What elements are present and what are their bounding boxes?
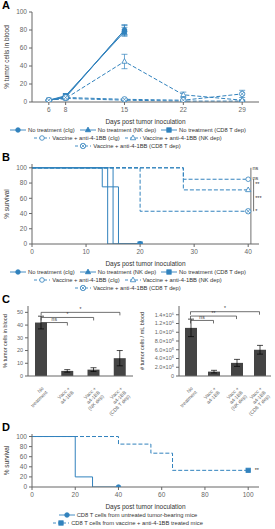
svg-text:6: 6 xyxy=(47,106,51,113)
svg-text:30: 30 xyxy=(17,335,23,341)
html-text:No treatment (CD8 T dep): No treatment (CD8 T dep) xyxy=(179,127,246,133)
svg-text:1.2×10⁶: 1.2×10⁶ xyxy=(155,320,174,326)
svg-text:0: 0 xyxy=(23,240,27,247)
svg-text:0: 0 xyxy=(30,491,34,498)
svg-text:80: 80 xyxy=(20,443,28,450)
html-text:Vaccine + anti-4-1BB (NK dep): Vaccine + anti-4-1BB (NK dep) xyxy=(142,277,222,283)
svg-text:4.0×10⁵: 4.0×10⁵ xyxy=(155,355,174,361)
svg-text:*: * xyxy=(255,208,258,214)
svg-text:10: 10 xyxy=(82,248,90,255)
svg-text:20: 20 xyxy=(20,80,28,87)
svg-text:15: 15 xyxy=(121,106,129,113)
html-text:D: D xyxy=(2,421,10,433)
svg-text:Days post tumor inoculation: Days post tumor inoculation xyxy=(105,503,186,511)
html-text:CD8 T cells from untreated tum: CD8 T cells from untreated tumor-bearing… xyxy=(76,512,198,518)
svg-text:20: 20 xyxy=(136,248,144,255)
svg-text:20: 20 xyxy=(20,473,28,480)
svg-text:100: 100 xyxy=(16,433,27,440)
svg-text:Vacc +a4-1BB(CD8 T dep): Vacc +a4-1BB(CD8 T dep) xyxy=(100,385,132,417)
svg-text:Days post tumor inoculation: Days post tumor inoculation xyxy=(105,260,186,268)
svg-text:60: 60 xyxy=(20,453,28,460)
svg-text:100: 100 xyxy=(16,164,27,171)
svg-text:*: * xyxy=(66,311,68,317)
svg-text:% survival: % survival xyxy=(8,445,10,475)
svg-text:Days post tumor inoculation: Days post tumor inoculation xyxy=(105,118,186,126)
svg-text:20: 20 xyxy=(17,347,23,353)
svg-text:80: 80 xyxy=(20,26,28,33)
svg-text:40: 40 xyxy=(20,463,28,470)
svg-text:Vacc +a4-1BB: Vacc +a4-1BB xyxy=(55,385,75,405)
svg-text:0: 0 xyxy=(20,373,23,379)
svg-text:100: 100 xyxy=(243,491,254,498)
svg-text:29: 29 xyxy=(239,106,247,113)
html-text:Vaccine + anti-4-1BB (CD8 T de: Vaccine + anti-4-1BB (CD8 T dep) xyxy=(93,143,181,149)
svg-text:**: ** xyxy=(255,467,260,473)
svg-text:*: * xyxy=(224,305,226,311)
svg-text:2.0×10⁵: 2.0×10⁵ xyxy=(155,364,174,370)
svg-text:**: ** xyxy=(212,310,216,316)
html-text:Vaccine + anti-4-1BB (NK dep): Vaccine + anti-4-1BB (NK dep) xyxy=(142,135,222,141)
svg-text:60: 60 xyxy=(20,195,28,202)
svg-text:20: 20 xyxy=(20,225,28,232)
svg-text:1.0×10⁶: 1.0×10⁶ xyxy=(155,329,174,335)
svg-text:Vacc +a4-1BB(NK dep): Vacc +a4-1BB(NK dep) xyxy=(79,385,106,412)
svg-text:40: 40 xyxy=(20,210,28,217)
svg-text:# tumor cells / mL blood: # tumor cells / mL blood xyxy=(139,312,145,370)
svg-text:Notreatment: Notreatment xyxy=(25,385,48,408)
svg-text:Vacc +a4-1BB(CD8 T dep): Vacc +a4-1BB(CD8 T dep) xyxy=(239,385,267,417)
svg-text:ns: ns xyxy=(52,316,58,322)
svg-text:40: 40 xyxy=(115,491,123,498)
html-text:B: B xyxy=(2,151,10,163)
svg-text:22: 22 xyxy=(180,106,188,113)
svg-text:100: 100 xyxy=(16,8,27,15)
svg-text:0: 0 xyxy=(23,98,27,105)
svg-text:80: 80 xyxy=(20,179,28,186)
html-text:C: C xyxy=(2,293,10,305)
svg-text:8.0×10⁵: 8.0×10⁵ xyxy=(155,338,174,344)
html-text:No treatment (cIg): No treatment (cIg) xyxy=(28,127,75,133)
svg-text:10: 10 xyxy=(17,360,23,366)
html-text:Vaccine + anti-4-1BB (cIg): Vaccine + anti-4-1BB (cIg) xyxy=(52,135,120,141)
svg-text:ns: ns xyxy=(252,174,259,181)
svg-text:20: 20 xyxy=(72,491,80,498)
html-text:A: A xyxy=(2,0,10,11)
svg-text:ns: ns xyxy=(199,314,205,320)
svg-text:60: 60 xyxy=(20,44,28,51)
svg-text:60: 60 xyxy=(158,491,166,498)
svg-text:% tumor cells in blood: % tumor cells in blood xyxy=(8,25,10,89)
html-text:CD8 T cells from vaccine + ant: CD8 T cells from vaccine + anti-4-1BB tr… xyxy=(71,520,203,526)
svg-text:1.4×10⁶: 1.4×10⁶ xyxy=(155,312,174,318)
svg-text:0: 0 xyxy=(23,483,27,490)
svg-text:80: 80 xyxy=(201,491,209,498)
svg-text:***: *** xyxy=(255,195,262,201)
svg-text:*: * xyxy=(80,306,82,312)
html-text:No treatment (NK dep): No treatment (NK dep) xyxy=(97,127,157,133)
svg-text:**: ** xyxy=(255,181,260,187)
svg-text:0: 0 xyxy=(30,248,34,255)
svg-text:50: 50 xyxy=(17,309,23,315)
svg-text:40: 40 xyxy=(245,248,253,255)
svg-text:% survival: % survival xyxy=(8,189,10,219)
html-text:Vaccine + anti-4-1BB (cIg): Vaccine + anti-4-1BB (cIg) xyxy=(52,277,120,283)
html-text:Vaccine + anti-4-1BB (CD8 T de: Vaccine + anti-4-1BB (CD8 T dep) xyxy=(93,285,181,291)
svg-text:ns: ns xyxy=(253,165,259,171)
svg-text:8: 8 xyxy=(64,106,68,113)
svg-text:40: 40 xyxy=(20,62,28,69)
html-text:No treatment (CD8 T dep): No treatment (CD8 T dep) xyxy=(179,269,246,275)
svg-text:Vacc +a4-1BB: Vacc +a4-1BB xyxy=(201,385,221,405)
html-text:No treatment (NK dep): No treatment (NK dep) xyxy=(97,269,157,275)
html-text:No treatment (cIg): No treatment (cIg) xyxy=(28,269,75,275)
svg-text:Notreatment: Notreatment xyxy=(175,385,198,408)
svg-text:30: 30 xyxy=(191,248,199,255)
svg-text:Vacc +a4-1BB(NK dep): Vacc +a4-1BB(NK dep) xyxy=(222,385,249,412)
svg-text:6.0×10⁵: 6.0×10⁵ xyxy=(155,347,174,353)
svg-text:40: 40 xyxy=(17,322,23,328)
svg-text:0: 0 xyxy=(171,373,174,379)
